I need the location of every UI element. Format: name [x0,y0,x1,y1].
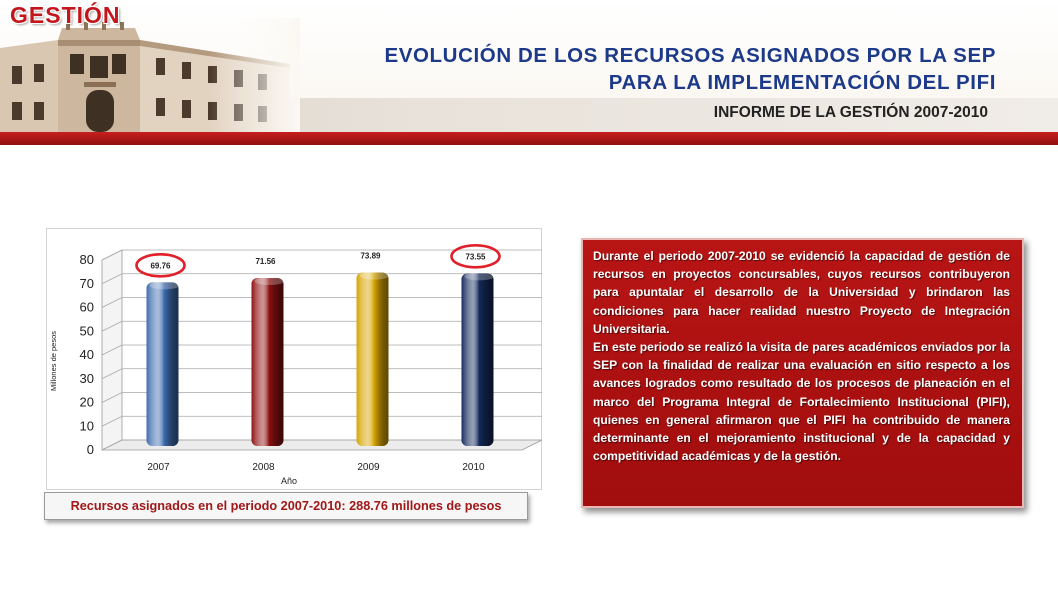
page-title-line-2: PARA LA IMPLEMENTACIÓN DEL PIFI [608,71,996,94]
chart-highlight-circle-2007 [135,253,186,278]
chart-y-tick-label: 20 [80,395,94,410]
colonial-building-image [0,18,300,132]
chart-y-tick-label: 70 [80,276,94,291]
chart-gridline [101,344,542,356]
description-box: Durante el periodo 2007-2010 se evidenci… [581,238,1024,508]
chart-y-tick-label: 50 [80,323,94,338]
description-paragraph-2: En este periodo se realizó la visita de … [593,340,1010,464]
description-paragraph-1: Durante el periodo 2007-2010 se evidenci… [593,249,1010,336]
chart-x-axis-label: Año [281,476,297,486]
chart-y-axis-label: Millones de pesos [49,331,58,391]
page-title: EVOLUCIÓN DE LOS RECURSOS ASIGNADOS POR … [276,42,996,96]
chart-data-label-2008: 71.56 [255,257,276,266]
chart-y-tick-label: 0 [87,442,94,457]
chart-gridline [101,392,542,403]
chart-bars [146,271,495,446]
chart-gridline [101,297,542,308]
chart-y-tick-label: 80 [80,252,94,267]
chart-y-tick-label: 40 [80,347,94,362]
chart-bar-2008 [251,277,285,446]
chart-data-label-2010: 73.55 [465,252,486,261]
chart-data-label-2009: 73.89 [360,252,381,261]
chart-gridline [101,273,542,285]
chart-gridline [101,415,542,427]
chart-data-label-2007: 69.76 [150,261,171,270]
chart-gridline [101,249,542,261]
section-label: GESTIÓN [10,2,121,28]
total-resources-caption: Recursos asignados en el periodo 2007-20… [44,492,528,520]
header-red-band [0,132,1058,145]
chart-y-tick-label: 30 [80,371,94,386]
chart-y-tick-label: 10 [80,418,94,433]
chart-gridline [101,368,542,380]
chart-x-tick-label: 2009 [357,462,380,473]
chart-gridline [101,439,542,451]
chart-x-tick-label: 2008 [252,462,275,473]
report-subtitle: INFORME DE LA GESTIÓN 2007-2010 [713,104,988,121]
chart-data-labels: 69.76 71.56 73.89 73.55 [135,244,501,278]
chart-grid [101,249,542,451]
header-banner: GESTIÓN EVOLUCIÓN DE LOS RECURSOS ASIGNA… [0,0,1058,145]
resources-bar-chart: 0 10 20 30 40 50 60 70 80 2007 2008 2009 2010 69.76… [46,228,542,490]
chart-y-ticks: 0 10 20 30 40 50 60 70 80 [80,252,94,457]
chart-y-tick-label: 60 [80,300,94,315]
page-title-line-1: EVOLUCIÓN DE LOS RECURSOS ASIGNADOS POR … [384,44,996,67]
chart-x-tick-label: 2007 [147,462,170,473]
chart-bar-2009 [356,271,390,446]
chart-bar-2010 [461,272,495,446]
chart-bar-2007 [146,281,180,446]
chart-highlight-circle-2010 [450,244,501,269]
chart-x-tick-label: 2010 [462,462,485,473]
chart-gridline [101,320,542,332]
chart-x-ticks: 2007 2008 2009 2010 [147,462,485,473]
